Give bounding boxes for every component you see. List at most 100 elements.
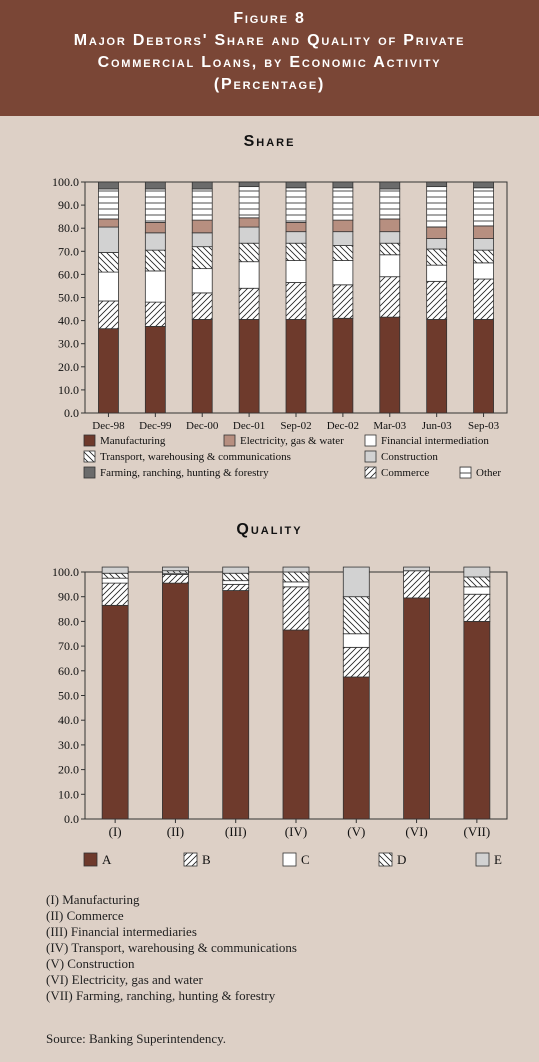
category-notes: (I) Manufacturing (II) Commerce (III) Fi… <box>46 892 297 1004</box>
quality-chart: 0.0 10.0 20.0 30.0 40.0 50.0 60.0 70.0 80.0 90.0 1… <box>52 565 508 867</box>
bar-segment-electricity <box>98 218 119 228</box>
bar-segment-commerce <box>426 280 448 320</box>
x-tick-label: (V) <box>347 824 365 839</box>
bar-segment-manufacturing <box>285 319 307 414</box>
x-tick-label: Dec-01 <box>233 420 265 432</box>
bar-segment-A <box>282 629 310 820</box>
figure-title-line-2: Commercial Loans, by Economic Activity <box>97 54 442 71</box>
bar-segment-manufacturing <box>379 316 401 414</box>
y-tick-label: 70.0 <box>58 244 79 258</box>
bar-segment-financial <box>379 254 401 278</box>
bar-segment-C <box>282 581 310 588</box>
bar-segment-B <box>463 593 491 622</box>
bar-segment-electricity <box>238 217 260 228</box>
x-tick-label: (I) <box>109 824 122 839</box>
bar-segment-financial <box>144 270 166 303</box>
legend-swatch-E <box>475 852 490 867</box>
legend-swatch-D <box>378 852 393 867</box>
bar-segment-commerce <box>191 292 213 320</box>
legend-swatch-commerce <box>364 466 377 479</box>
y-tick-label: 100.0 <box>52 175 79 189</box>
figure-title-line-1: Major Debtors' Share and Quality of Priv… <box>73 32 466 49</box>
legend-swatch-farming <box>83 466 96 479</box>
x-tick-label: (VI) <box>405 824 427 839</box>
bar-segment-commerce <box>285 282 307 320</box>
x-tick-label: Dec-00 <box>186 420 219 432</box>
x-tick-label: Dec-99 <box>139 420 172 432</box>
y-tick-label: 90.0 <box>58 198 79 212</box>
bar-segment-E <box>222 566 250 574</box>
bar-segment-E <box>342 566 370 598</box>
bar-segment-electricity <box>191 219 213 234</box>
bar-segment-electricity <box>426 226 448 239</box>
y-tick-label: 40.0 <box>58 314 79 328</box>
y-tick-label: 60.0 <box>58 267 79 281</box>
bar-segment-D <box>463 576 491 588</box>
legend-label: Other <box>476 467 501 479</box>
bar-segment-transport <box>98 252 119 273</box>
y-tick-label: 40.0 <box>58 713 79 727</box>
bar-segment-C <box>101 577 129 584</box>
bar-segment-transport <box>191 246 213 270</box>
bar-segment-E <box>101 566 129 574</box>
bar-segment-construction <box>285 231 307 244</box>
legend-label: Financial intermediation <box>381 435 489 447</box>
bar-segment-construction <box>379 231 401 244</box>
legend-label: C <box>301 852 310 867</box>
bar-segment-A <box>222 590 250 820</box>
bar-segment-commerce <box>332 284 354 319</box>
bar-segment-farming <box>144 181 166 190</box>
legend-label: Manufacturing <box>100 435 166 447</box>
bar-segment-commerce <box>238 287 260 320</box>
bar-segment-transport <box>144 249 166 272</box>
legend-label: Farming, ranching, hunting & forestry <box>100 467 269 479</box>
bar-segment-B <box>222 583 250 591</box>
legend-label: Construction <box>381 451 438 463</box>
bar-segment-financial <box>191 268 213 294</box>
x-tick-label: (VII) <box>463 824 490 839</box>
x-tick-label: Sep-02 <box>280 420 311 432</box>
bar-segment-farming <box>98 181 119 190</box>
bar-segment-construction <box>473 238 494 251</box>
bar-segment-A <box>162 582 189 820</box>
x-tick-label: Dec-02 <box>327 420 359 432</box>
bar-segment-electricity <box>332 219 354 233</box>
bar-segment-A <box>101 604 129 820</box>
bar-segment-E <box>403 566 430 572</box>
y-tick-label: 50.0 <box>58 689 79 703</box>
y-tick-label: 10.0 <box>58 787 79 801</box>
bar-segment-construction <box>238 226 260 244</box>
x-tick-label: (II) <box>167 824 184 839</box>
bar-segment-other <box>332 187 354 221</box>
legend-swatch-C <box>282 852 297 867</box>
bar-segment-D <box>342 596 370 635</box>
bar-segment-farming <box>238 181 260 188</box>
y-tick-label: 80.0 <box>58 221 79 235</box>
legend-swatch-construction <box>364 450 377 463</box>
bar-segment-A <box>403 597 430 820</box>
bar-segment-B <box>162 574 189 584</box>
bar-segment-C <box>222 580 250 585</box>
bar-segment-financial <box>98 271 119 302</box>
y-tick-label: 30.0 <box>58 738 79 752</box>
bar-segment-E <box>463 566 491 578</box>
bar-segment-A <box>342 676 370 820</box>
bar-segment-commerce <box>144 301 166 327</box>
bar-segment-construction <box>332 231 354 246</box>
share-chart: 0.0 10.0 20.0 30.0 40.0 50.0 60.0 70.0 80.0 90.0 1… <box>52 175 508 479</box>
bar-segment-financial <box>426 264 448 282</box>
bar-segment-financial <box>473 262 494 280</box>
y-tick-label: 0.0 <box>64 812 79 826</box>
x-tick-label: Jun-03 <box>422 420 452 432</box>
bar-segment-financial <box>238 261 260 289</box>
legend-swatch-A <box>83 852 98 867</box>
bar-segment-E <box>162 566 189 572</box>
bar-segment-transport <box>379 242 401 256</box>
bar-segment-A <box>463 621 491 820</box>
source-note: Source: Banking Superintendency. <box>46 1031 227 1046</box>
bar-segment-other <box>426 186 448 228</box>
x-tick-label: (IV) <box>285 824 307 839</box>
bar-segment-D <box>222 572 250 582</box>
bar-segment-D <box>282 571 310 583</box>
y-tick-label: 50.0 <box>58 291 79 305</box>
